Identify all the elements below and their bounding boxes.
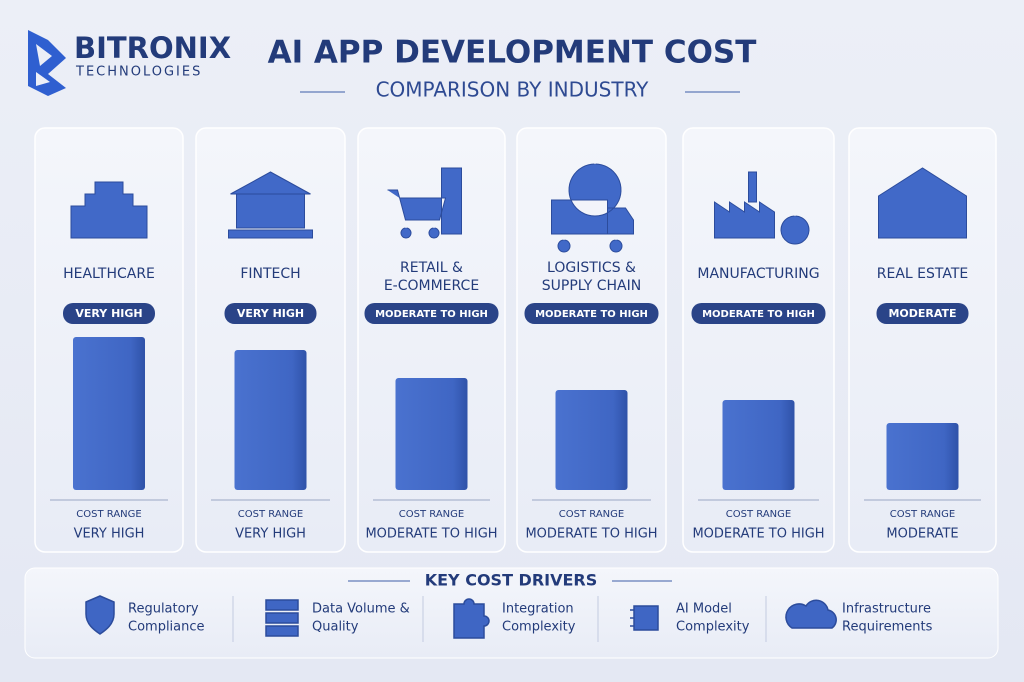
industry-icon — [228, 171, 313, 239]
driver-icon — [265, 599, 299, 637]
drivers-title: KEY COST DRIVERS — [425, 571, 598, 590]
driver-label: AI Model — [676, 602, 732, 617]
driver-icon — [785, 599, 837, 629]
cost-label: COST RANGE — [890, 509, 955, 520]
subtitle: COMPARISON BY INDUSTRY — [376, 78, 650, 102]
cost-label: COST RANGE — [726, 509, 791, 520]
cost-value: MODERATE TO HIGH — [365, 527, 497, 542]
industry-icon — [70, 181, 148, 239]
badge — [691, 303, 826, 324]
industry-name: HEALTHCARE — [63, 266, 155, 282]
cost-bar — [722, 400, 795, 490]
industry-name: LOGISTICS & — [547, 260, 636, 276]
brand-tagline: TECHNOLOGIES — [75, 65, 202, 80]
cost-label: COST RANGE — [76, 509, 141, 520]
driver-label: Complexity — [502, 620, 576, 635]
cost-value: VERY HIGH — [235, 527, 306, 542]
industry-name: MANUFACTURING — [697, 266, 819, 282]
cost-label: COST RANGE — [238, 509, 303, 520]
brand-name: BITRONIX — [74, 31, 231, 65]
badge — [63, 303, 155, 324]
cost-value: MODERATE TO HIGH — [525, 527, 657, 542]
badge — [876, 303, 969, 324]
industry-name: SUPPLY CHAIN — [542, 278, 641, 294]
badge-label: VERY HIGH — [75, 307, 142, 320]
cost-value: MODERATE — [886, 527, 958, 542]
industry-icon — [714, 171, 810, 245]
driver-icon — [630, 605, 659, 631]
cost-bar — [395, 378, 468, 490]
badge-label: MODERATE TO HIGH — [375, 309, 488, 320]
title: AI APP DEVELOPMENT COST — [268, 35, 757, 71]
cost-value: VERY HIGH — [74, 527, 145, 542]
badge — [524, 303, 659, 324]
cost-bar — [886, 423, 959, 490]
industry-name: FINTECH — [240, 266, 300, 282]
industry-icon — [387, 167, 462, 239]
badge-label: MODERATE TO HIGH — [535, 309, 648, 320]
industry-icon — [878, 167, 967, 239]
industry-name: RETAIL & — [400, 260, 463, 276]
industry-name: E-COMMERCE — [384, 278, 479, 294]
industry-icon — [551, 163, 634, 253]
logo — [28, 30, 66, 96]
driver-label: Infrastructure — [842, 602, 931, 617]
driver-label: Integration — [502, 602, 574, 617]
driver-label: Requirements — [842, 620, 933, 635]
cost-value: MODERATE TO HIGH — [692, 527, 824, 542]
industry-name: REAL ESTATE — [877, 266, 969, 282]
badge-label: MODERATE TO HIGH — [702, 309, 815, 320]
driver-icon — [453, 598, 490, 639]
badge — [224, 303, 317, 324]
industry-card — [357, 127, 506, 553]
cost-bar — [73, 337, 145, 490]
driver-label: Data Volume & — [312, 602, 410, 617]
driver-label: Regulatory — [128, 602, 199, 617]
driver-label: Complexity — [676, 620, 750, 635]
cost-bar — [555, 390, 628, 490]
driver-label: Quality — [312, 620, 359, 635]
cost-label: COST RANGE — [559, 509, 624, 520]
badge-label: MODERATE — [888, 307, 956, 320]
cost-label: COST RANGE — [399, 509, 464, 520]
driver-label: Compliance — [128, 620, 205, 635]
cost-bar — [234, 350, 307, 490]
badge — [364, 303, 499, 324]
badge-label: VERY HIGH — [237, 307, 304, 320]
driver-icon — [85, 595, 115, 635]
